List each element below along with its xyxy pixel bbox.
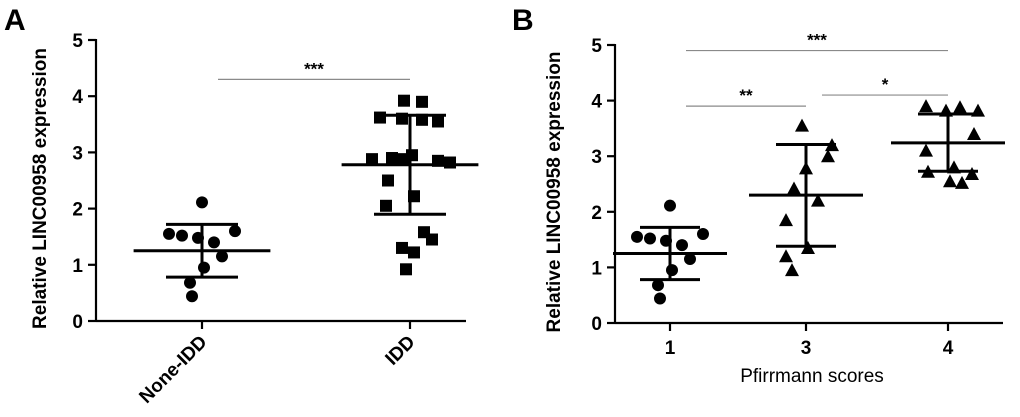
panel-letter-A: A <box>4 4 26 37</box>
x-tick-label: IDD <box>382 332 420 370</box>
y-tick-label: 3 <box>591 147 602 168</box>
significance-label: *** <box>304 59 324 78</box>
data-point-circle <box>644 232 656 245</box>
data-point-triangle <box>787 181 801 195</box>
y-axis-title: Relative LINC00958 expression <box>544 52 565 333</box>
data-point-circle <box>652 279 664 292</box>
data-point-circle <box>208 236 220 249</box>
data-point-circle <box>684 253 696 266</box>
data-point-circle <box>654 292 666 305</box>
data-point-circle <box>163 227 175 240</box>
x-tick-label: 3 <box>801 338 812 359</box>
data-point-circle <box>631 230 643 243</box>
data-point-triangle <box>953 100 967 114</box>
data-point-square <box>416 95 428 108</box>
data-point-square <box>374 111 386 124</box>
data-point-triangle <box>919 143 933 157</box>
data-point-triangle <box>919 99 933 113</box>
data-point-square <box>408 246 420 259</box>
data-point-circle <box>676 239 688 252</box>
data-point-circle <box>664 199 676 212</box>
x-axis-title: Pfirrmann scores <box>740 366 884 387</box>
data-point-triangle <box>955 175 969 189</box>
data-point-triangle <box>779 249 793 263</box>
data-point-triangle <box>965 166 979 180</box>
data-point-square <box>366 153 378 166</box>
data-point-square <box>386 152 398 165</box>
y-tick-label: 0 <box>72 312 83 333</box>
data-point-triangle <box>811 193 825 207</box>
data-point-circle <box>229 225 241 238</box>
data-point-triangle <box>967 126 981 140</box>
data-point-triangle <box>785 263 799 277</box>
data-point-circle <box>697 228 709 241</box>
data-point-square <box>426 233 438 246</box>
y-tick-label: 1 <box>72 256 83 277</box>
y-tick-label: 5 <box>72 31 83 52</box>
data-point-circle <box>176 229 188 242</box>
data-point-triangle <box>821 149 835 163</box>
y-tick-label: 5 <box>591 36 602 57</box>
y-tick-label: 4 <box>591 92 602 113</box>
data-point-square <box>398 94 410 107</box>
x-tick-label: 1 <box>665 338 676 359</box>
data-point-triangle <box>795 118 809 132</box>
data-point-square <box>432 115 444 128</box>
x-tick-label: 4 <box>943 338 954 359</box>
data-point-circle <box>196 196 208 209</box>
y-axis-title: Relative LINC00958 expression <box>30 48 51 329</box>
data-point-square <box>444 156 456 169</box>
data-point-circle <box>184 276 196 289</box>
data-point-square <box>396 241 408 254</box>
data-point-square <box>382 174 394 187</box>
y-tick-label: 2 <box>72 200 83 221</box>
y-tick-label: 2 <box>591 203 602 224</box>
data-point-square <box>398 153 410 166</box>
data-point-triangle <box>943 174 957 188</box>
data-point-circle <box>216 250 228 263</box>
significance-label: ** <box>739 86 753 105</box>
y-tick-label: 1 <box>591 258 602 279</box>
data-point-circle <box>186 290 198 303</box>
y-tick-label: 4 <box>72 87 83 108</box>
data-point-square <box>380 199 392 212</box>
data-point-circle <box>198 261 210 274</box>
significance-label: *** <box>807 31 827 50</box>
x-tick-label: None-IDD <box>135 332 211 408</box>
y-tick-label: 0 <box>591 314 602 335</box>
panel-letter-B: B <box>512 4 534 37</box>
significance-label: * <box>882 75 889 94</box>
data-point-triangle <box>779 213 793 227</box>
data-point-circle <box>666 264 678 277</box>
y-tick-label: 3 <box>72 143 83 164</box>
data-point-square <box>400 263 412 276</box>
